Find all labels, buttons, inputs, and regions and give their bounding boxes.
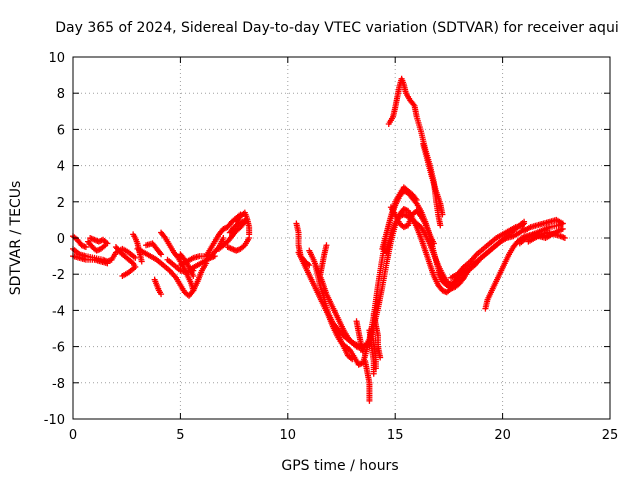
data-point	[559, 220, 566, 227]
data-point	[190, 273, 197, 280]
data-point	[158, 291, 165, 298]
data-point	[132, 254, 139, 261]
data-point	[158, 251, 165, 258]
chart-title: Day 365 of 2024, Sidereal Day-to-day VTE…	[55, 20, 618, 36]
y-tick-label: -4	[52, 304, 65, 319]
y-tick-label: 2	[57, 196, 65, 211]
data-point	[366, 397, 373, 404]
data-point	[190, 287, 197, 294]
y-tick-label: 8	[57, 87, 65, 102]
y-tick-label: -8	[52, 377, 65, 392]
data-point	[243, 216, 250, 223]
data-point	[246, 231, 253, 238]
y-tick-label: -6	[52, 341, 65, 356]
data-point	[559, 225, 566, 232]
data-point	[439, 211, 446, 218]
data-point	[359, 349, 366, 356]
data-point	[521, 218, 528, 225]
data-point	[377, 354, 384, 361]
data-point	[372, 365, 379, 372]
y-tick-label: 0	[57, 232, 65, 247]
axis-ticks: 0 5 10 15 20 25 -10 -8 -6 -4 -2 0 2 4 6 8 10	[44, 51, 619, 443]
x-tick-label: 5	[176, 428, 184, 443]
data-point	[437, 222, 444, 229]
data-point	[430, 240, 437, 247]
data-point	[119, 273, 126, 280]
x-tick-label: 15	[387, 428, 404, 443]
data-point	[413, 196, 420, 203]
data-points	[70, 75, 568, 404]
x-tick-label: 25	[602, 428, 619, 443]
data-point	[370, 370, 377, 377]
data-point	[317, 273, 324, 280]
x-tick-label: 20	[494, 428, 511, 443]
x-tick-label: 10	[280, 428, 297, 443]
data-point	[104, 260, 111, 267]
x-axis-label: GPS time / hours	[281, 458, 398, 474]
x-tick-label: 0	[69, 428, 77, 443]
data-point	[349, 356, 356, 363]
data-point	[220, 235, 227, 241]
y-tick-label: 6	[57, 123, 65, 138]
y-tick-label: -2	[52, 268, 65, 283]
data-point	[211, 253, 218, 260]
y-axis-label: SDTVAR / TECUs	[8, 181, 24, 296]
y-tick-label: 10	[48, 51, 65, 66]
data-point	[82, 244, 89, 251]
data-point	[104, 240, 111, 247]
y-tick-label: -10	[44, 413, 65, 428]
y-tick-label: 4	[57, 160, 65, 175]
data-point	[138, 258, 145, 265]
data-point	[561, 235, 568, 241]
